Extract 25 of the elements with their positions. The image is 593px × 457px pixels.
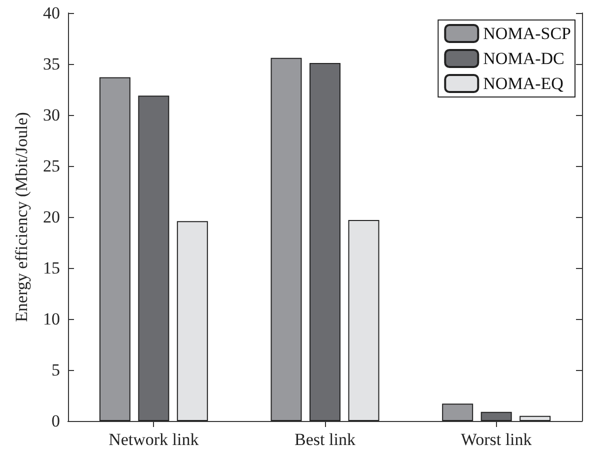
y-tick-label: 35 bbox=[43, 54, 60, 74]
bar bbox=[442, 404, 474, 421]
y-tick-label: 25 bbox=[43, 156, 60, 176]
y-tick-label: 10 bbox=[43, 310, 60, 328]
y-tick-label: 20 bbox=[43, 208, 60, 226]
y-tick-label: 5 bbox=[52, 360, 60, 380]
legend-label: NOMA-EQ bbox=[483, 74, 564, 93]
y-tick-label: 0 bbox=[52, 412, 60, 430]
bar bbox=[176, 221, 208, 421]
x-tick-label: Worst link bbox=[460, 430, 532, 449]
legend-label: NOMA-DC bbox=[483, 49, 564, 68]
x-tick-label: Network link bbox=[108, 430, 200, 449]
bar bbox=[270, 58, 302, 421]
legend-label: NOMA-SCP bbox=[483, 24, 572, 43]
bar bbox=[480, 412, 512, 421]
bar bbox=[99, 77, 130, 421]
bar bbox=[138, 96, 170, 421]
y-axis-title: Energy efficiency (Mbit/Joule) bbox=[12, 112, 31, 322]
bar bbox=[520, 416, 551, 421]
bar bbox=[348, 220, 380, 421]
bar bbox=[310, 62, 340, 421]
x-tick-label: Best link bbox=[294, 430, 356, 449]
y-tick-label: 40 bbox=[43, 4, 60, 22]
y-tick-label: 30 bbox=[43, 106, 60, 124]
y-tick-label: 15 bbox=[43, 258, 60, 278]
